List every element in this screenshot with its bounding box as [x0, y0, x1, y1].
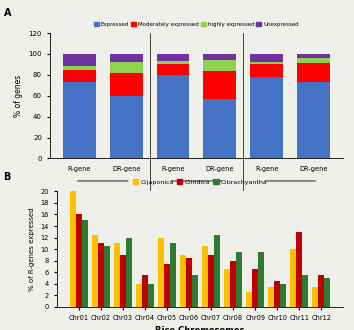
Text: O.brachyantha: O.brachyantha	[264, 191, 316, 197]
Bar	[290, 249, 296, 307]
Bar	[192, 275, 198, 307]
Bar	[156, 54, 189, 61]
Bar	[142, 275, 148, 307]
Bar	[63, 82, 96, 158]
Bar	[120, 255, 126, 307]
Bar	[297, 82, 330, 158]
Y-axis label: % of R-genes expressed: % of R-genes expressed	[29, 207, 35, 291]
Bar	[156, 64, 189, 75]
Bar	[302, 275, 308, 307]
Text: O.indica: O.indica	[182, 191, 211, 197]
Bar	[268, 287, 274, 307]
Legend: O.japonica, O.indica, O.brachyantha: O.japonica, O.indica, O.brachyantha	[130, 177, 270, 187]
Bar	[164, 264, 170, 307]
Bar	[204, 54, 236, 60]
Bar	[202, 246, 208, 307]
Bar	[230, 261, 236, 307]
Bar	[63, 54, 96, 66]
Bar	[252, 269, 258, 307]
Bar	[246, 292, 252, 307]
Bar	[104, 246, 110, 307]
Bar	[274, 281, 280, 307]
Bar	[156, 75, 189, 158]
Bar	[224, 269, 230, 307]
Bar	[170, 244, 176, 307]
Y-axis label: % of genes: % of genes	[14, 75, 23, 117]
Legend: Expressed, Moderately expressed, highly expressed, Unexpressed: Expressed, Moderately expressed, highly …	[92, 19, 301, 29]
Bar	[70, 191, 76, 307]
Bar	[250, 64, 283, 77]
Bar	[114, 244, 120, 307]
Bar	[208, 255, 214, 307]
Bar	[180, 255, 186, 307]
Bar	[258, 252, 264, 307]
Bar	[214, 235, 220, 307]
Text: B: B	[4, 172, 11, 182]
Text: A: A	[4, 8, 11, 18]
Bar	[186, 258, 192, 307]
Bar	[148, 284, 154, 307]
Bar	[297, 58, 330, 63]
Bar	[313, 287, 319, 307]
Bar	[296, 232, 302, 307]
Bar	[250, 77, 283, 158]
Bar	[297, 54, 330, 58]
Bar	[110, 96, 143, 158]
Bar	[156, 61, 189, 64]
Bar	[63, 66, 96, 70]
Bar	[297, 63, 330, 82]
Text: Rice species: Rice species	[167, 224, 225, 233]
Bar	[126, 238, 132, 307]
Bar	[204, 71, 236, 99]
Bar	[319, 275, 324, 307]
Bar	[76, 214, 81, 307]
Text: O.japonica: O.japonica	[84, 191, 121, 197]
Bar	[158, 238, 164, 307]
Bar	[110, 54, 143, 62]
Bar	[81, 220, 87, 307]
Bar	[324, 278, 330, 307]
Bar	[110, 73, 143, 96]
Bar	[98, 244, 104, 307]
Bar	[250, 62, 283, 64]
Bar	[204, 60, 236, 71]
Bar	[63, 70, 96, 82]
Bar	[250, 54, 283, 62]
X-axis label: Rice Chromosomes: Rice Chromosomes	[155, 326, 245, 330]
Bar	[236, 252, 242, 307]
Bar	[280, 284, 286, 307]
Bar	[92, 235, 98, 307]
Bar	[204, 99, 236, 158]
Bar	[136, 284, 142, 307]
Bar	[110, 62, 143, 73]
